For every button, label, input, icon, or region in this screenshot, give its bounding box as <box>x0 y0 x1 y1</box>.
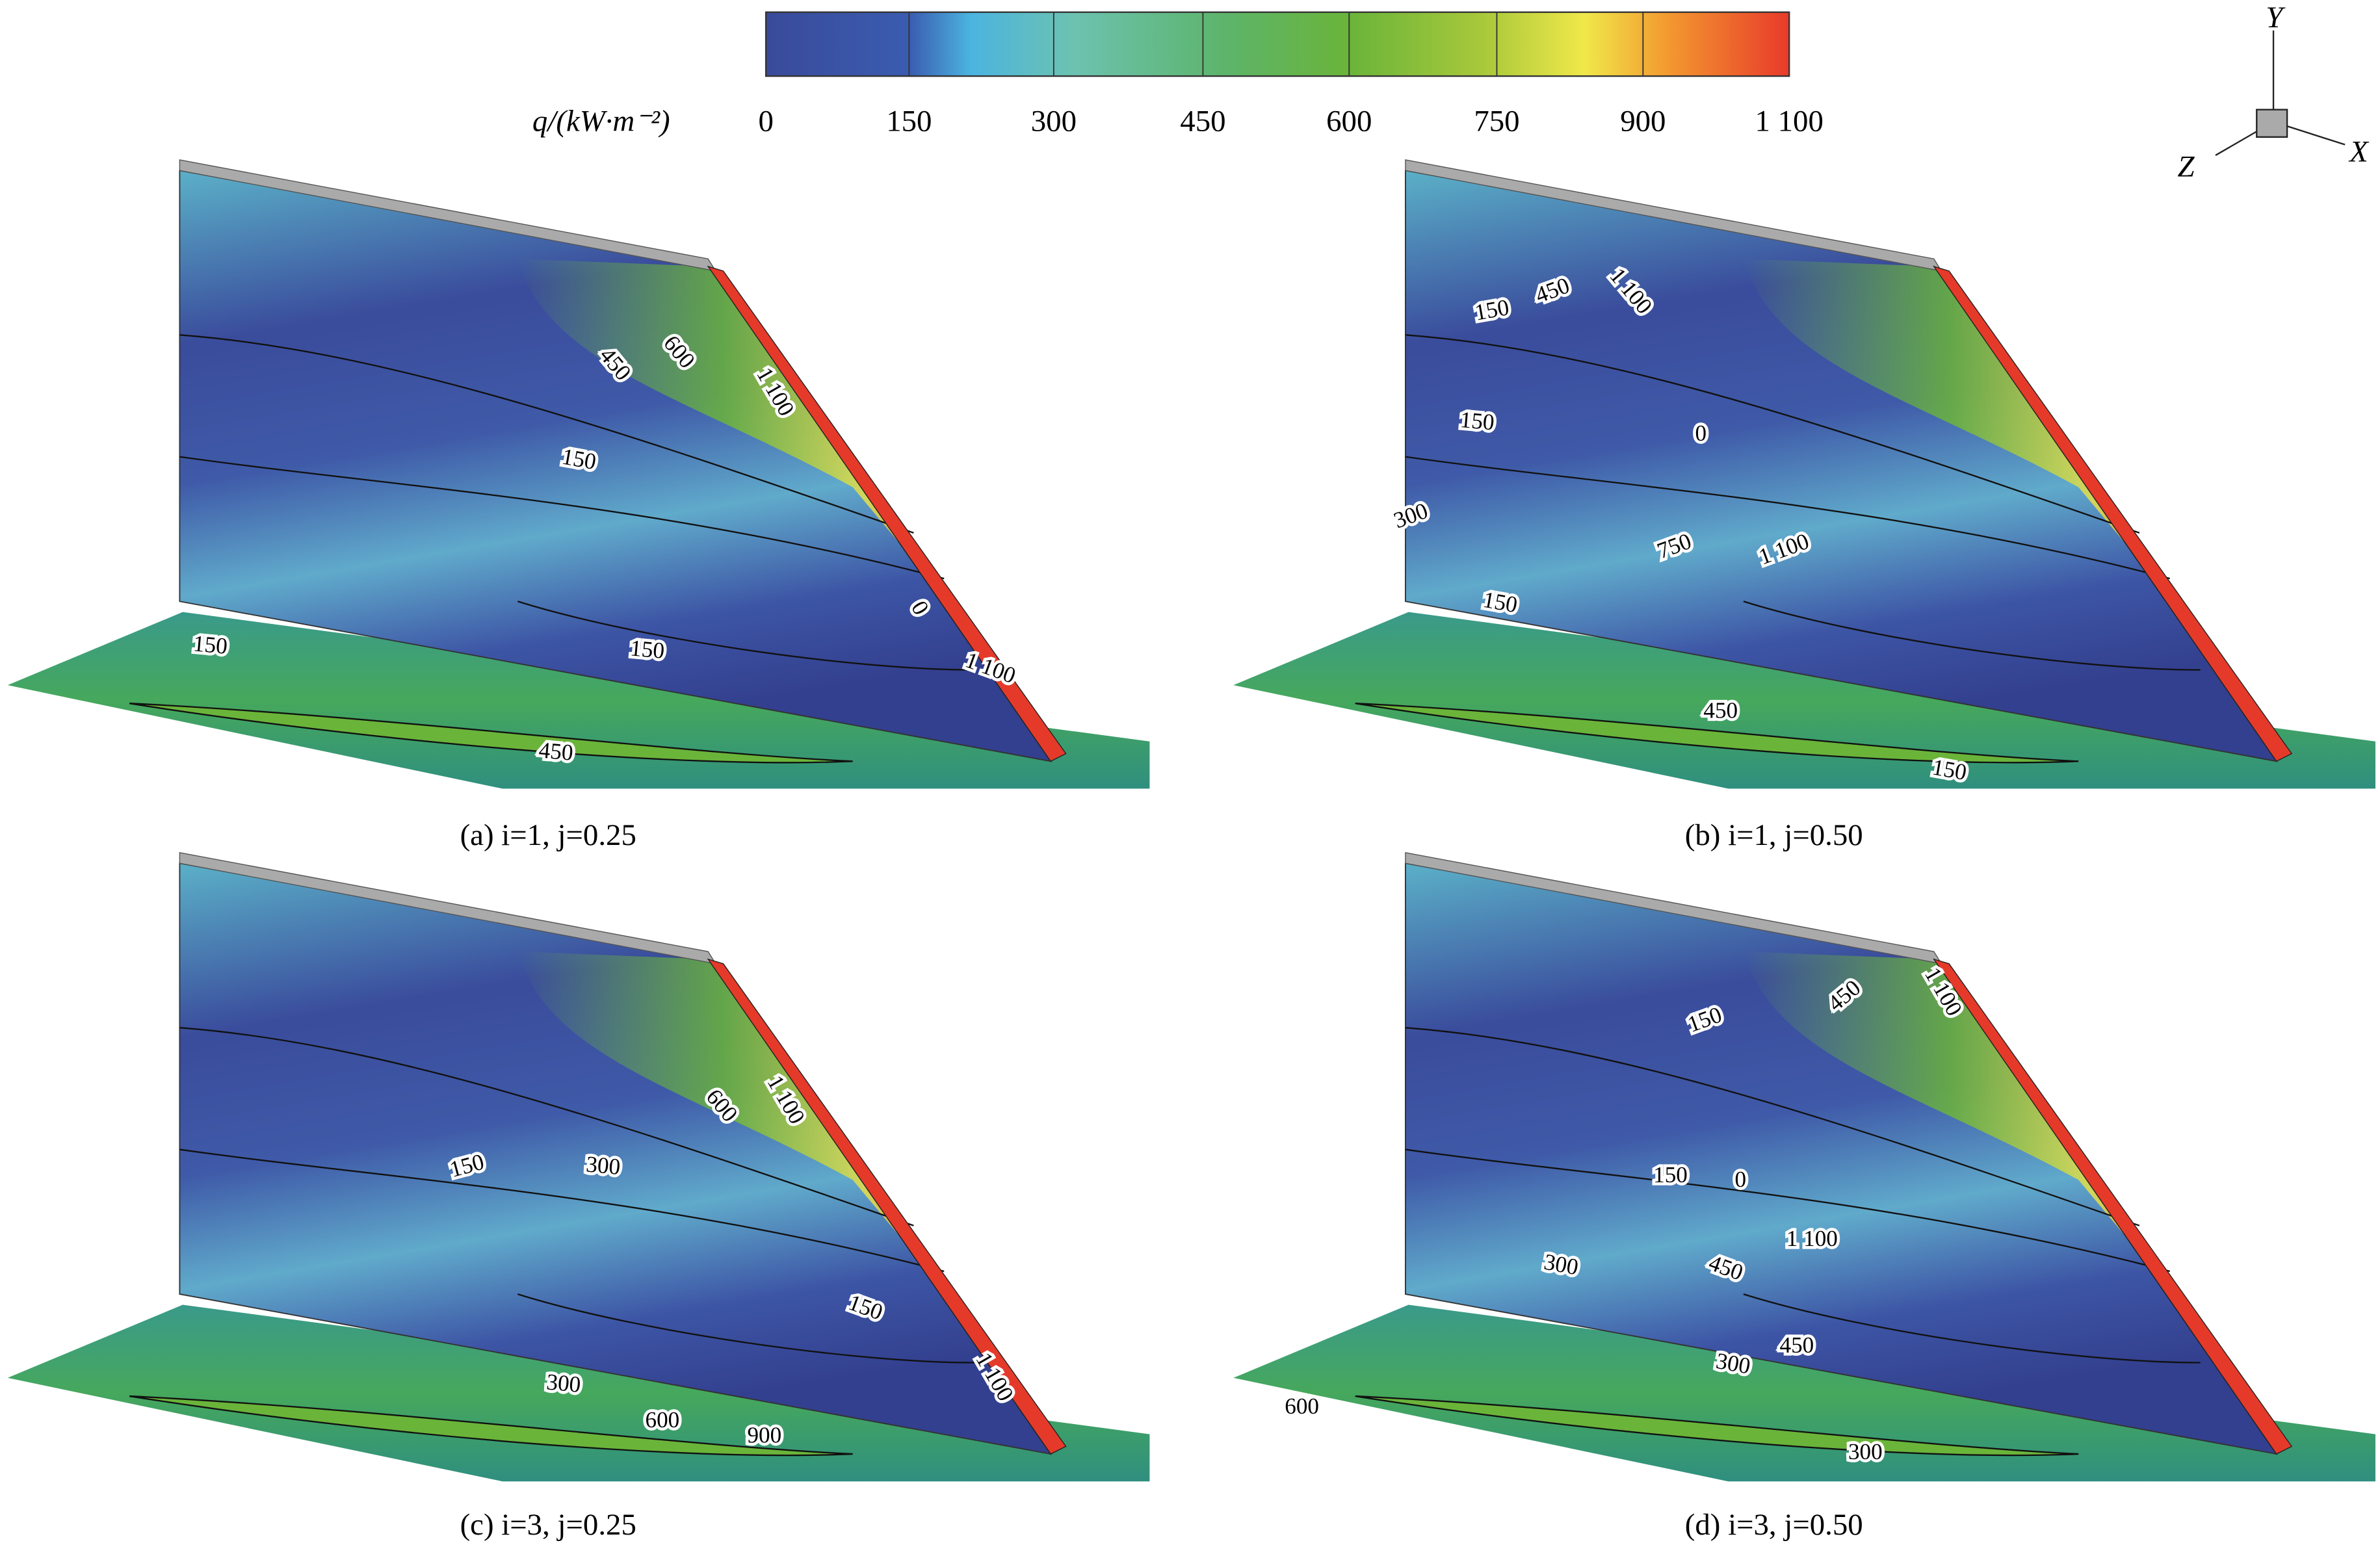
leading-edge <box>1932 958 2293 1455</box>
wall-contour <box>1405 1148 2171 1273</box>
wall-contour <box>1743 1293 2201 1364</box>
wall-contour <box>179 334 914 534</box>
colorbar-tick-label: 300 <box>1031 104 1077 138</box>
wall-contour <box>1405 334 2140 534</box>
hot-region <box>517 259 929 579</box>
panel-caption: (b) i=1, j=0.50 <box>1685 818 1863 852</box>
hot-region <box>1743 259 2155 579</box>
colorbar-bar <box>765 11 1790 77</box>
hot-region <box>517 952 929 1271</box>
floor-contour <box>129 703 853 764</box>
contour-label: 300 <box>585 1152 621 1180</box>
contour-label: 0 <box>1695 421 1707 446</box>
contour-label: 300 <box>545 1369 582 1397</box>
wall-contour <box>179 456 945 580</box>
floor-contour <box>1355 1395 2079 1457</box>
wall-contour <box>179 1148 945 1273</box>
colorbar-tick-label: 150 <box>886 104 932 138</box>
floor-contour <box>1355 703 2079 764</box>
axis-x: X <box>2348 135 2370 168</box>
contour-label: 600 <box>1285 1394 1319 1419</box>
colorbar-tick-label: 0 <box>758 104 773 138</box>
wall-contour <box>517 601 975 671</box>
wall-contour <box>179 1026 914 1226</box>
colorbar-tick-label: 750 <box>1474 104 1519 138</box>
floor-surface <box>7 1304 1150 1482</box>
contour-label: 150 <box>192 630 229 658</box>
colorbar: q/(kW·m⁻²) 0 150 300 450 600 750 900 1 100 <box>532 11 1824 138</box>
colorbar-tick-label: 1 100 <box>1755 104 1824 138</box>
colorbar-label: q/(kW·m⁻²) <box>532 104 670 138</box>
wall-contour <box>517 1293 975 1364</box>
leading-edge <box>1932 265 2293 762</box>
contour-label: 300 <box>1714 1348 1753 1379</box>
panel-caption: (c) i=3, j=0.25 <box>460 1508 636 1542</box>
panel-caption: (d) i=3, j=0.50 <box>1685 1508 1863 1542</box>
axis-triad <box>2215 30 2346 156</box>
panel <box>7 159 1150 789</box>
wall-contour <box>1405 456 2171 580</box>
contour-label: 150 <box>1459 407 1495 435</box>
floor-contour <box>129 1395 853 1457</box>
panel-caption: (a) i=1, j=0.25 <box>460 818 636 852</box>
panel <box>1233 159 2375 789</box>
contour-label: 150 <box>1930 754 1968 785</box>
contour-label: 300 <box>1848 1439 1883 1464</box>
hot-region <box>1743 952 2155 1271</box>
colorbar-tick-label: 900 <box>1620 104 1666 138</box>
contour-label: 900 <box>747 1422 781 1447</box>
contour-label: 450 <box>1703 697 1738 723</box>
contour-label: 1 100 <box>1786 1226 1838 1251</box>
wall-contour <box>1743 601 2201 671</box>
floor-surface <box>7 612 1150 789</box>
axis-y: Y <box>2266 1 2286 34</box>
contour-label: 150 <box>629 635 666 663</box>
leading-edge <box>707 265 1067 762</box>
panel <box>1233 851 2375 1482</box>
contour-label: 450 <box>538 737 574 765</box>
colorbar-tick-label: 450 <box>1180 104 1225 138</box>
contour-label: 150 <box>1653 1162 1688 1187</box>
wall-contour <box>1405 1026 2140 1226</box>
colorbar-tick-label: 600 <box>1326 104 1372 138</box>
floor-surface <box>1233 612 2375 789</box>
contour-label: 0 <box>1734 1167 1746 1192</box>
leading-edge <box>707 958 1067 1455</box>
panel <box>7 851 1150 1482</box>
contour-label: 450 <box>1780 1332 1814 1358</box>
contour-label: 600 <box>646 1407 680 1433</box>
floor-surface <box>1233 1304 2375 1482</box>
axis-z: Z <box>2177 150 2195 184</box>
